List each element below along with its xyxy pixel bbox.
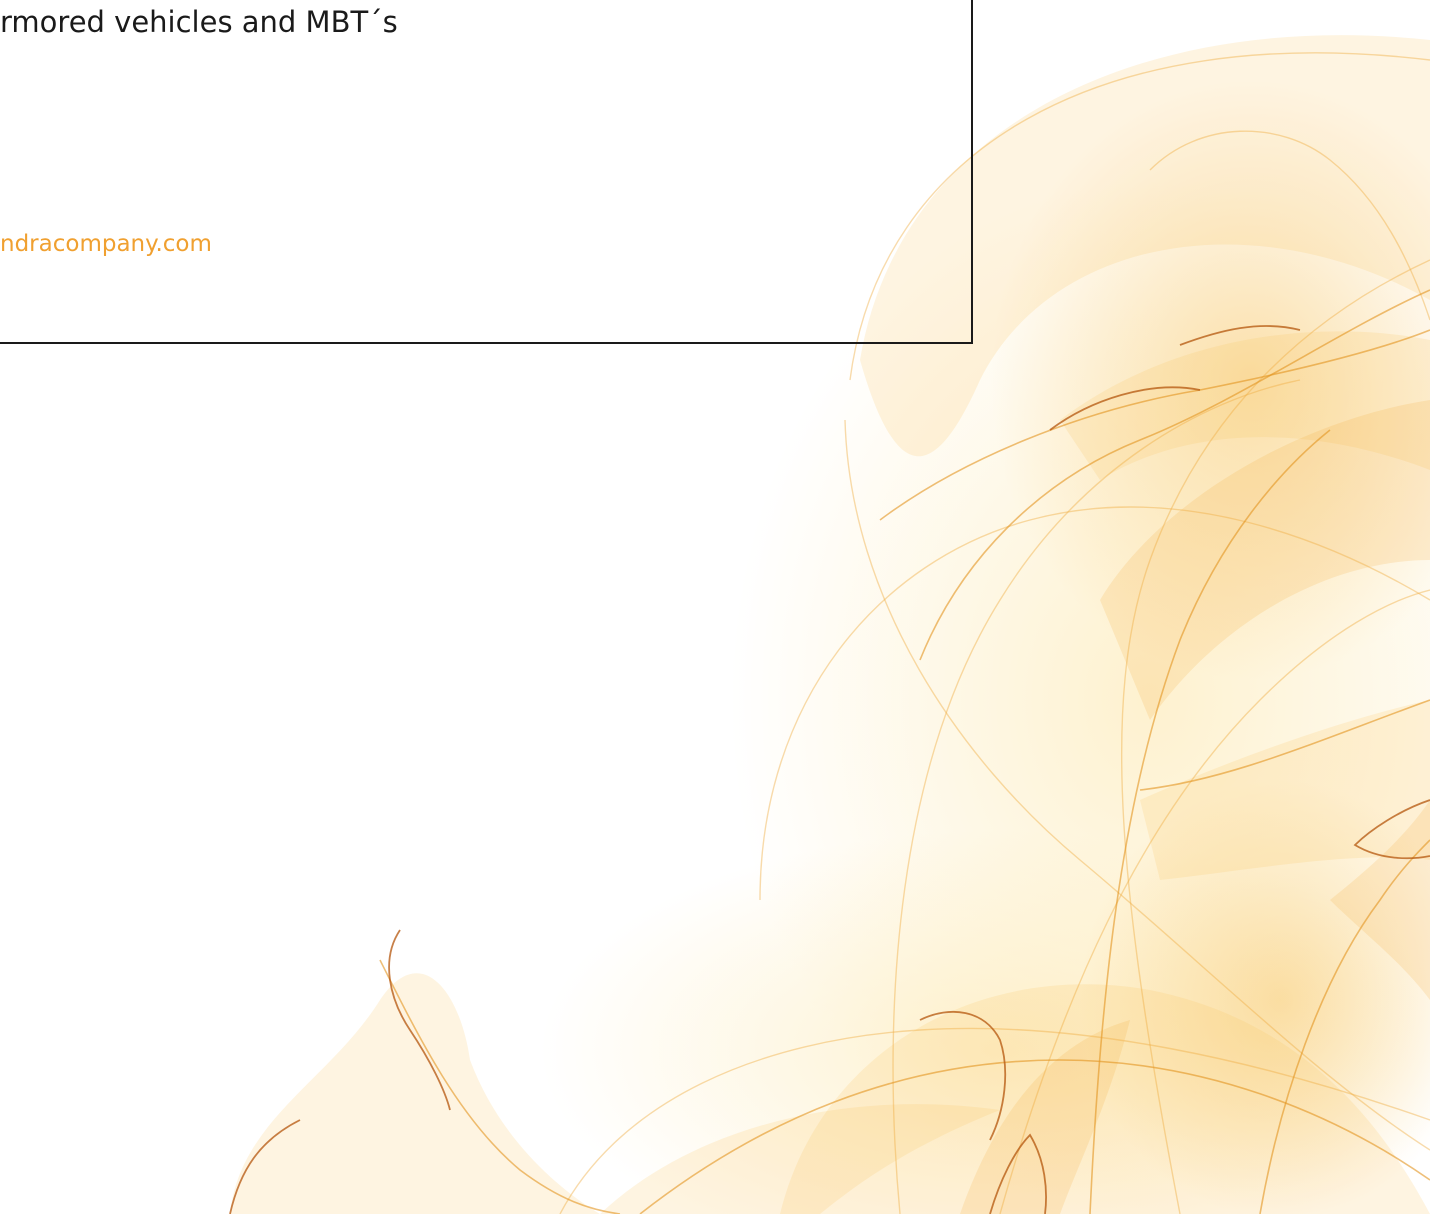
page-title: rmored vehicles and MBT´s bbox=[0, 5, 398, 39]
info-box: rmored vehicles and MBT´s ndracompany.co… bbox=[0, 0, 973, 344]
website-link[interactable]: ndracompany.com bbox=[0, 231, 212, 257]
